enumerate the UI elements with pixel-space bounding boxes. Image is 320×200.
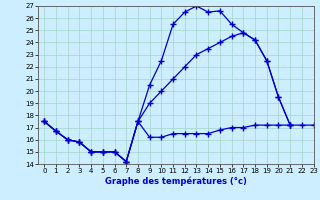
X-axis label: Graphe des températures (°c): Graphe des températures (°c): [105, 177, 247, 186]
